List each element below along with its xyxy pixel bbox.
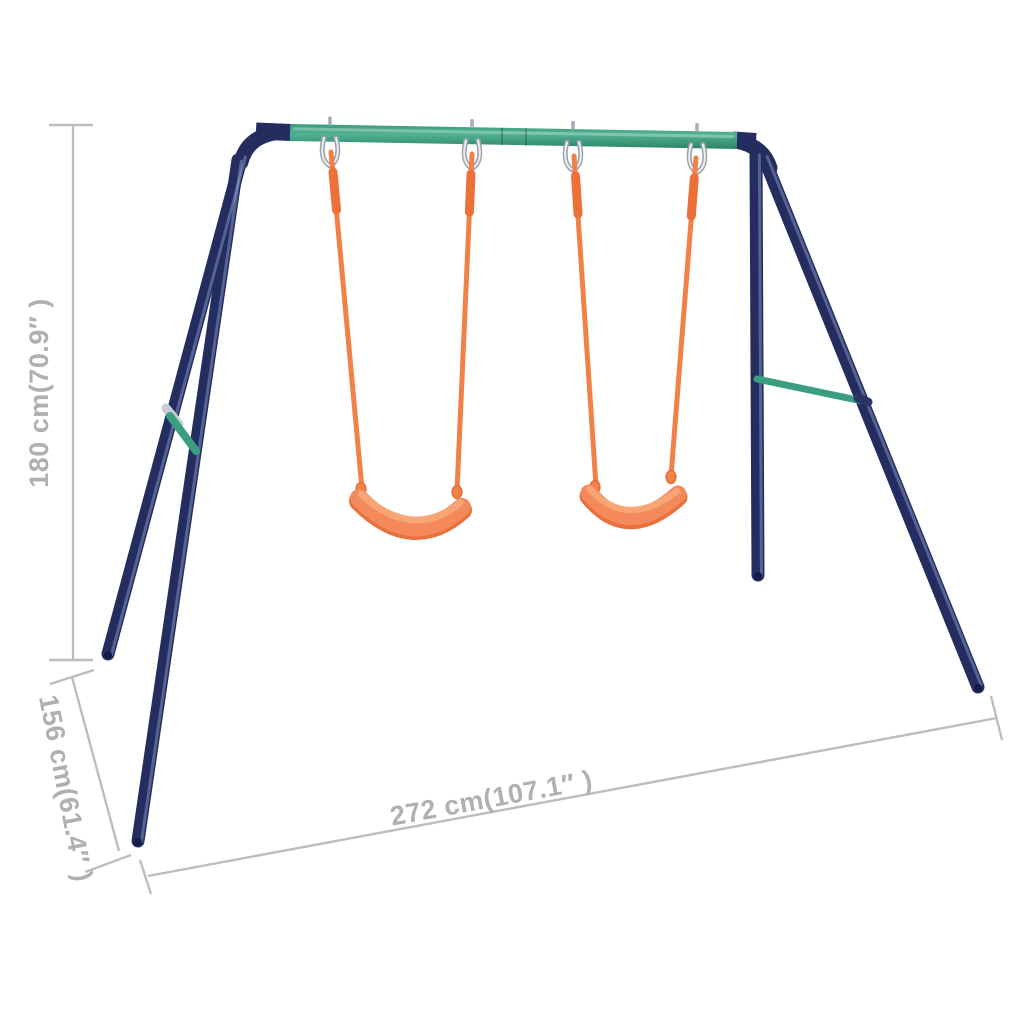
rear-right-leg-highlight (757, 153, 763, 576)
rear-left-leg-highlight (109, 155, 247, 657)
depth-dimension: 156 cm(61.4″ ) (33, 668, 132, 884)
rope-knot (451, 484, 463, 500)
seat-body (580, 484, 687, 526)
width-dimension-line (147, 716, 998, 878)
seat-top-highlight (357, 490, 464, 524)
rope-whipping (328, 167, 341, 215)
rear-right-foot-cap (754, 572, 762, 580)
ropes (328, 149, 699, 500)
front-right-leg-highlight (765, 155, 983, 686)
seat-body (350, 489, 471, 537)
front-right-foot-cap (974, 684, 982, 692)
right-brace-clamp (853, 393, 873, 407)
front-left-leg (131, 153, 245, 848)
front-left-leg-highlight (139, 159, 243, 844)
height-dimension-label: 180 cm(70.9″ ) (24, 298, 54, 488)
top-beam (289, 124, 738, 149)
mounting-pin (470, 119, 474, 129)
rope-whipping (571, 171, 583, 219)
rear-left-leg (101, 149, 249, 661)
rear-right-leg (749, 147, 765, 582)
rear-left-foot-cap (104, 651, 112, 659)
mounting-pin (328, 116, 332, 126)
rope-knot (665, 469, 677, 485)
rope-whipping (464, 169, 476, 217)
rope-whipping (686, 173, 699, 221)
left-cross-brace (166, 412, 200, 455)
depth-dimension-label: 156 cm(61.4″ ) (33, 692, 99, 884)
mounting-pin (571, 120, 575, 130)
swing-seat-left (349, 489, 472, 540)
depth-bottom-tick (84, 853, 132, 874)
mounting-pin (695, 123, 699, 133)
height-dimension: 180 cm(70.9″ ) (24, 123, 93, 662)
depth-dimension-line (70, 676, 121, 852)
dimension-annotations: 180 cm(70.9″ ) 156 cm(61.4″ ) 272 cm(107… (24, 123, 1004, 895)
top-beam-highlight (292, 127, 735, 139)
swing-set (101, 116, 985, 848)
seat-top-highlight (586, 485, 681, 514)
front-left-foot-cap (134, 838, 142, 846)
right-cross-brace (753, 375, 866, 405)
front-right-leg (757, 151, 985, 694)
frame (101, 116, 985, 848)
width-right-tick (989, 695, 1004, 741)
seats (349, 484, 688, 540)
width-dimension-label: 272 cm(107.1″ ) (388, 765, 595, 832)
depth-top-tick (49, 668, 95, 686)
swing-seat-right (579, 484, 688, 530)
width-dimension: 272 cm(107.1″ ) (138, 695, 1004, 895)
width-left-tick (138, 859, 153, 895)
